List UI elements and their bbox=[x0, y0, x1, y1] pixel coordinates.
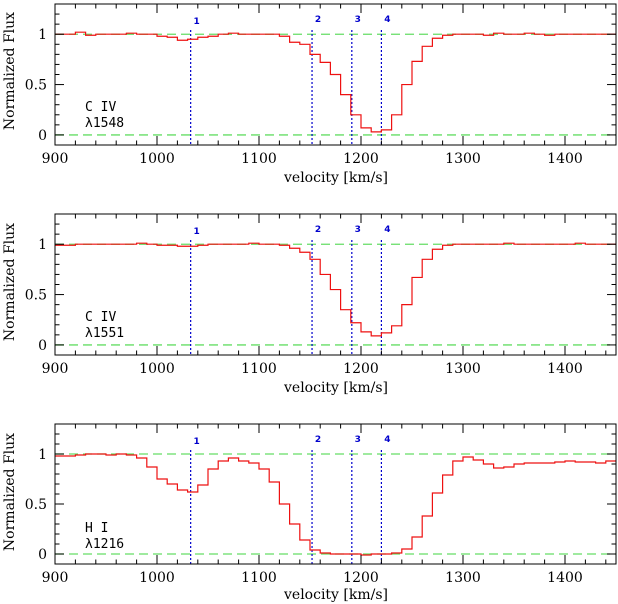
component-marker-label: 4 bbox=[384, 435, 390, 445]
flux-series bbox=[55, 242, 616, 337]
panel-civ-1548: Normalized Flux C IV λ1548 velocity [km/… bbox=[2, 3, 617, 186]
ion-name: C IV bbox=[85, 100, 116, 115]
panel-hi-1216: Normalized Flux H I λ1216 velocity [km/s… bbox=[2, 423, 617, 603]
x-tick-label: 1000 bbox=[139, 151, 175, 167]
x-tick-label: 1400 bbox=[547, 151, 583, 167]
y-tick-label: 0.5 bbox=[25, 78, 47, 94]
y-tick-label: 1 bbox=[38, 237, 47, 253]
ion-label: C IV λ1548 bbox=[85, 100, 124, 131]
y-axis-label: Normalized Flux bbox=[2, 433, 18, 551]
plot-frame bbox=[54, 423, 617, 565]
x-tick-label: 1400 bbox=[547, 570, 583, 586]
x-axis-label: velocity [km/s] bbox=[283, 587, 388, 603]
flux-series bbox=[55, 453, 616, 556]
ion-name: H I bbox=[85, 521, 108, 536]
component-marker-label: 3 bbox=[355, 225, 361, 235]
x-tick-label: 1200 bbox=[343, 361, 379, 377]
flux-series bbox=[55, 31, 616, 133]
x-tick-label: 1400 bbox=[547, 361, 583, 377]
component-marker-label: 4 bbox=[384, 225, 390, 235]
x-tick-label: 900 bbox=[42, 570, 69, 586]
y-tick-label: 0 bbox=[38, 547, 47, 563]
y-tick-label: 0 bbox=[38, 128, 47, 144]
x-tick-label: 1300 bbox=[445, 361, 481, 377]
x-tick-label: 1000 bbox=[139, 570, 175, 586]
y-tick-label: 0 bbox=[38, 338, 47, 354]
x-tick-label: 1100 bbox=[241, 151, 277, 167]
y-axis-label: Normalized Flux bbox=[2, 223, 18, 341]
x-tick-label: 1300 bbox=[445, 570, 481, 586]
x-tick-label: 1200 bbox=[343, 570, 379, 586]
component-marker-label: 3 bbox=[355, 15, 361, 25]
ion-label: C IV λ1551 bbox=[85, 310, 124, 341]
panel-civ-1551: Normalized Flux C IV λ1551 velocity [km/… bbox=[2, 213, 617, 396]
component-marker-label: 4 bbox=[384, 15, 390, 25]
ion-label: H I λ1216 bbox=[85, 521, 124, 552]
ion-wavelength: λ1216 bbox=[85, 537, 124, 552]
ion-name: C IV bbox=[85, 310, 116, 325]
component-marker-label: 2 bbox=[315, 435, 321, 445]
component-marker-label: 2 bbox=[315, 225, 321, 235]
x-tick-label: 900 bbox=[42, 361, 69, 377]
x-tick-label: 1200 bbox=[343, 151, 379, 167]
x-tick-label: 1100 bbox=[241, 361, 277, 377]
ion-wavelength: λ1548 bbox=[85, 116, 124, 131]
y-tick-label: 1 bbox=[38, 27, 47, 43]
component-marker-label: 1 bbox=[194, 227, 200, 237]
x-tick-label: 1300 bbox=[445, 151, 481, 167]
x-axis-label: velocity [km/s] bbox=[283, 380, 388, 396]
x-tick-label: 1000 bbox=[139, 361, 175, 377]
x-tick-label: 1100 bbox=[241, 570, 277, 586]
x-tick-label: 900 bbox=[42, 151, 69, 167]
ion-wavelength: λ1551 bbox=[85, 326, 124, 341]
x-axis-label: velocity [km/s] bbox=[283, 170, 388, 186]
component-marker-label: 1 bbox=[194, 437, 200, 447]
plot-frame bbox=[54, 213, 617, 356]
y-tick-label: 0.5 bbox=[25, 497, 47, 513]
component-marker-label: 3 bbox=[355, 435, 361, 445]
component-marker-label: 1 bbox=[194, 17, 200, 27]
y-tick-label: 1 bbox=[38, 447, 47, 463]
component-marker-label: 2 bbox=[315, 15, 321, 25]
y-axis-label: Normalized Flux bbox=[2, 12, 18, 130]
y-tick-label: 0.5 bbox=[25, 288, 47, 304]
